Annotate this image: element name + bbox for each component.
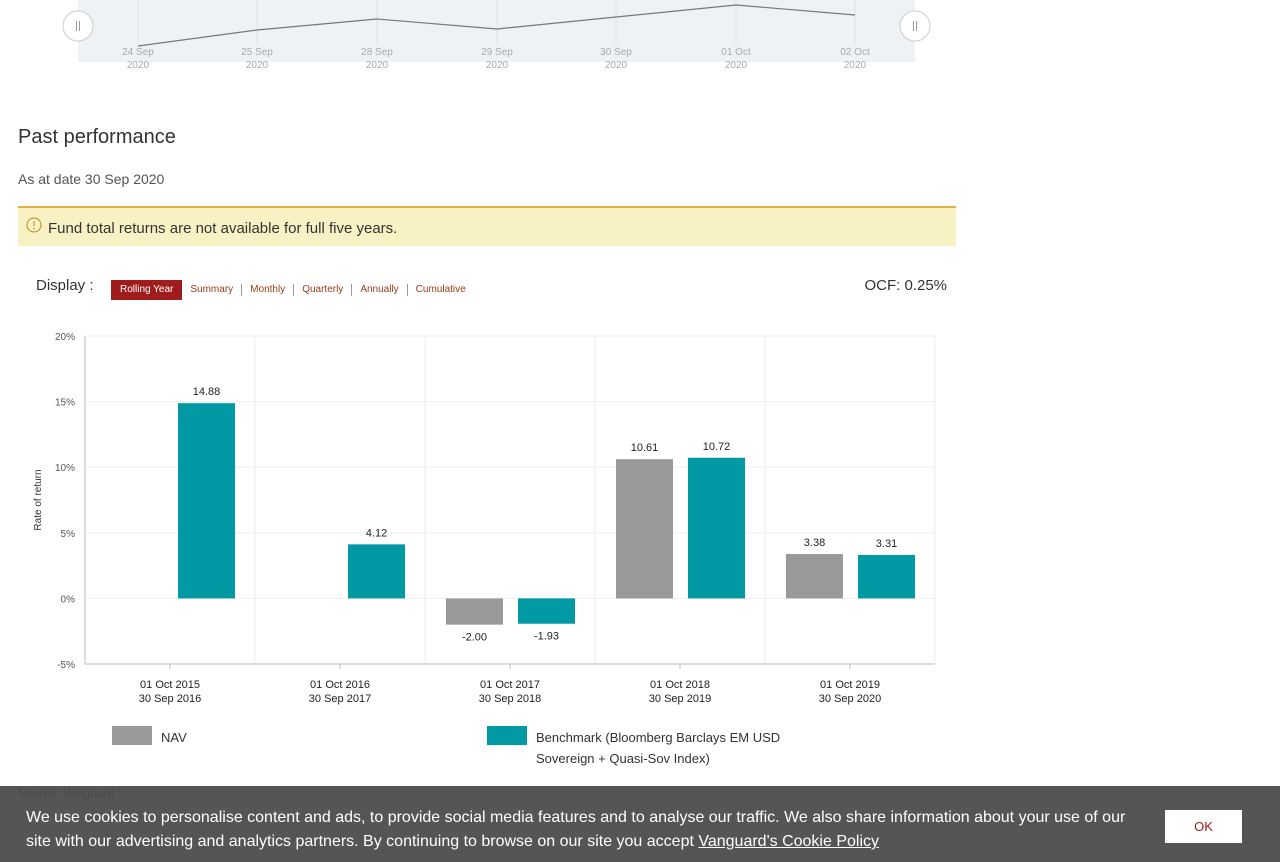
- cookie-message: We use cookies to personalise content an…: [26, 809, 1126, 850]
- x-tick-line: 2020: [127, 60, 150, 71]
- x-tick-line: 29 Sep: [481, 47, 513, 58]
- x-tick-line: 2020: [844, 60, 867, 71]
- x-tick-label: 30 Sep 2020: [600, 47, 632, 71]
- x-tick-label: 01 Oct 2015 30 Sep 2016: [139, 679, 201, 705]
- tab[interactable]: Annually: [351, 284, 406, 296]
- x-tick-line: 2020: [366, 60, 389, 71]
- bar: [688, 457, 745, 599]
- x-tick-line: 01 Oct: [721, 47, 751, 58]
- value-label: 3.31: [876, 538, 897, 550]
- x-tick-line: 30 Sep: [600, 47, 632, 58]
- legend-label: NAV: [161, 730, 187, 745]
- display-label: Display :: [36, 277, 94, 294]
- x-tick-line: 24 Sep: [122, 47, 154, 58]
- x-tick-label: 24 Sep 2020: [122, 47, 154, 71]
- x-tick-label: 01 Oct 2020: [721, 47, 751, 71]
- x-tick-line: 01 Oct 2015: [140, 679, 200, 691]
- x-tick-line: 01 Oct 2017: [480, 679, 540, 691]
- x-tick-line: 01 Oct 2019: [820, 679, 880, 691]
- bar: [858, 554, 915, 599]
- y-tick-label: 5%: [61, 529, 76, 540]
- legend-label: Benchmark (Bloomberg Barclays EM USD Sov…: [536, 730, 781, 766]
- x-tick-line: 2020: [486, 60, 509, 71]
- tab[interactable]: Rolling Year: [111, 280, 183, 300]
- value-label: 10.61: [631, 442, 659, 454]
- bar: [348, 544, 405, 599]
- y-tick-label: 10%: [55, 463, 75, 474]
- price-line: [137, 4, 856, 47]
- x-tick-line: 02 Oct: [840, 47, 870, 58]
- bar: [446, 598, 503, 625]
- y-tick-label: 15%: [55, 398, 75, 409]
- bar: [616, 459, 673, 599]
- legend-swatch: [112, 726, 152, 745]
- x-tick-label: 01 Oct 2016 30 Sep 2017: [309, 679, 371, 705]
- performance-chart: -5% 0% 5% 10% 15% 20% Rate of return 01 Oct 201…: [33, 332, 936, 705]
- notice-text: Fund total returns are not available for…: [48, 220, 398, 237]
- x-tick-label: 01 Oct 2017 30 Sep 2018: [479, 679, 541, 705]
- as-at-date: As at date 30 Sep 2020: [18, 171, 165, 187]
- x-tick-line: 2020: [605, 60, 628, 71]
- x-tick-line: 28 Sep: [361, 47, 393, 58]
- x-tick-line: 2020: [246, 60, 269, 71]
- x-tick-label: 29 Sep 2020: [481, 47, 513, 71]
- cookie-policy-link[interactable]: Vanguard's Cookie Policy: [698, 833, 880, 850]
- x-tick-line: 30 Sep 2019: [649, 693, 711, 705]
- value-label: -2.00: [462, 632, 487, 644]
- value-label: 3.38: [804, 537, 825, 549]
- cookie-banner: We use cookies to personalise content an…: [0, 786, 1280, 862]
- value-label: 10.72: [703, 441, 731, 453]
- x-tick-line: 25 Sep: [241, 47, 273, 58]
- x-tick-line: 01 Oct 2018: [650, 679, 710, 691]
- navigator-chart: 24 Sep 2020 25 Sep 2020 28 Sep 2020 29 Sep 2020…: [62, 0, 931, 71]
- y-tick-label: -5%: [57, 660, 75, 671]
- bar: [178, 403, 235, 599]
- bar: [518, 598, 575, 624]
- tab[interactable]: Monthly: [241, 284, 293, 296]
- x-tick-line: 30 Sep 2018: [479, 693, 541, 705]
- notice-box: Fund total returns are not available for…: [18, 206, 956, 246]
- section-title: Past performance: [18, 126, 176, 148]
- y-tick-label: 0%: [61, 594, 76, 605]
- x-tick-line: 01 Oct 2016: [310, 679, 370, 691]
- info-icon: [26, 217, 42, 233]
- bar: [786, 554, 843, 599]
- x-tick-label: 28 Sep 2020: [361, 47, 393, 71]
- range-handle[interactable]: [899, 10, 931, 42]
- y-tick-label: 20%: [55, 332, 75, 343]
- tab[interactable]: Summary: [190, 284, 234, 295]
- ocf: OCF: 0.25%: [864, 277, 947, 294]
- y-axis-label: Rate of return: [33, 469, 44, 530]
- ok-button[interactable]: OK: [1165, 810, 1242, 843]
- value-label: 14.88: [193, 386, 221, 398]
- x-tick-label: 01 Oct 2018 30 Sep 2019: [649, 679, 711, 705]
- x-tick-label: 01 Oct 2019 30 Sep 2020: [819, 679, 881, 705]
- x-tick-line: 2020: [725, 60, 748, 71]
- x-tick-label: 02 Oct 2020: [840, 47, 870, 71]
- x-tick-line: 30 Sep 2020: [819, 693, 881, 705]
- value-label: 4.12: [366, 527, 387, 539]
- x-tick-line: 30 Sep 2016: [139, 693, 201, 705]
- x-tick-label: 25 Sep 2020: [241, 47, 273, 71]
- tab[interactable]: Cumulative: [406, 284, 474, 296]
- cookie-text: We use cookies to personalise content an…: [26, 806, 1136, 854]
- x-tick-line: 30 Sep 2017: [309, 693, 371, 705]
- legend-swatch: [487, 726, 527, 745]
- tab[interactable]: Quarterly: [293, 284, 351, 296]
- tab-bar: Rolling Year Summary Monthly Quarterly Annua…: [111, 280, 474, 300]
- value-label: -1.93: [534, 631, 559, 643]
- range-handle[interactable]: [62, 10, 94, 42]
